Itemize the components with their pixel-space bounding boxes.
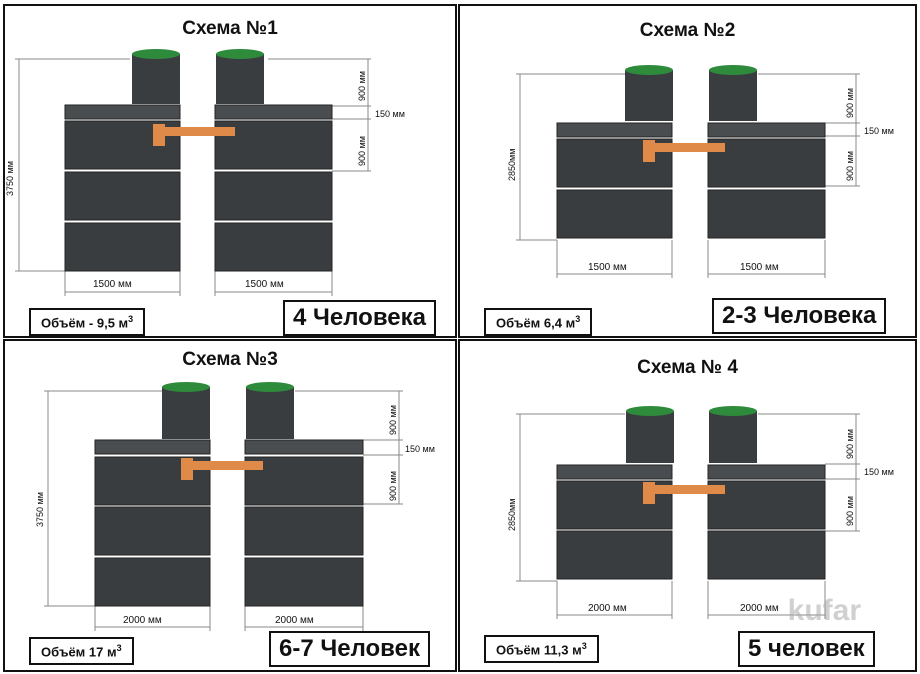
volume-text: Объём 11,3 м (496, 642, 582, 658)
width-right-dimension: 1500 мм (740, 262, 779, 273)
scheme-title: Схема № 4 (637, 357, 738, 378)
neck-dimension: 900 мм (388, 405, 398, 435)
scheme-panel-4: 2850мм 900 мм 150 мм 900 мм 2000 мм 2000… (458, 339, 917, 672)
people-count: 4 Человека (283, 300, 436, 336)
people-count: 2-3 Человека (712, 298, 887, 334)
height-dimension: 3750 мм (35, 492, 45, 527)
septic-diagram-1: 3750 мм 900 мм 150 мм 900 мм 1500 мм 150… (5, 49, 405, 296)
ring-dimension: 900 мм (845, 151, 855, 181)
ring-dimension: 900 мм (845, 496, 855, 526)
volume-exponent: 3 (575, 314, 581, 324)
volume-label: Объём 17 м3 (29, 637, 134, 666)
scheme-title: Схема №1 (182, 18, 278, 39)
slab-dimension: 150 мм (864, 467, 894, 477)
scheme-panel-2: 2850мм 900 мм 150 мм 900 мм 1500 мм 1500… (458, 4, 917, 338)
slab-dimension: 150 мм (864, 126, 894, 136)
septic-diagram-2: 2850мм 900 мм 150 мм 900 мм 1500 мм 1500… (507, 65, 894, 278)
septic-diagram-3: 3750 мм 900 мм 150 мм 900 мм 2000 мм 200… (35, 382, 435, 631)
scheme-title: Схема №3 (182, 349, 278, 370)
scheme-title: Схема №2 (639, 20, 736, 41)
height-dimension: 2850мм (507, 149, 517, 181)
volume-text: Объём 6,4 м (496, 315, 576, 331)
volume-label: Объём 11,3 м3 (484, 635, 599, 664)
people-count: 5 человек (738, 631, 875, 667)
volume-label: Объём 6,4 м3 (484, 308, 593, 336)
scheme-panel-1: 3750 мм 900 мм 150 мм 900 мм 1500 мм 150… (3, 4, 457, 338)
neck-dimension: 900 мм (357, 71, 367, 101)
width-left-dimension: 2000 мм (123, 615, 162, 626)
width-right-dimension: 2000 мм (275, 615, 314, 626)
slab-dimension: 150 мм (405, 444, 435, 454)
width-left-dimension: 1500 мм (588, 262, 627, 273)
height-dimension: 3750 мм (5, 161, 15, 196)
volume-text: Объём 17 м (41, 644, 117, 660)
neck-dimension: 900 мм (845, 88, 855, 118)
watermark-logo: kufar (787, 594, 861, 627)
width-left-dimension: 1500 мм (93, 279, 132, 290)
width-right-dimension: 2000 мм (740, 603, 779, 614)
volume-exponent: 3 (116, 643, 122, 653)
ring-dimension: 900 мм (388, 471, 398, 501)
scheme-panel-3: 3750 мм 900 мм 150 мм 900 мм 2000 мм 200… (3, 339, 457, 672)
volume-label: Объём - 9,5 м3 (29, 308, 146, 336)
ring-dimension: 900 мм (357, 136, 367, 166)
height-dimension: 2850мм (507, 499, 517, 531)
septic-diagram-4: 2850мм 900 мм 150 мм 900 мм 2000 мм 2000… (507, 406, 894, 619)
volume-exponent: 3 (581, 641, 587, 651)
volume-text: Объём - 9,5 м (41, 315, 129, 331)
neck-dimension: 900 мм (845, 429, 855, 459)
slab-dimension: 150 мм (375, 109, 405, 119)
people-count: 6-7 Человек (269, 631, 430, 667)
volume-exponent: 3 (128, 314, 134, 324)
width-left-dimension: 2000 мм (588, 603, 627, 614)
width-right-dimension: 1500 мм (245, 279, 284, 290)
